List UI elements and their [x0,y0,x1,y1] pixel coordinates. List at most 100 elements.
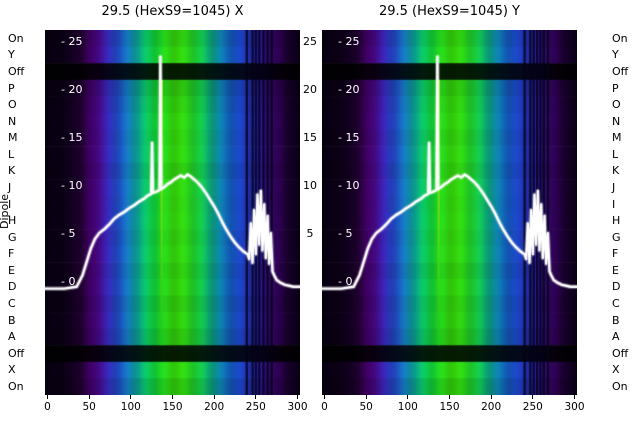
y-tick-label-inner: - 5 [61,227,76,240]
row-label: X [8,363,16,377]
y-tick-label-between: 25 [303,35,317,49]
x-tick-mark [490,395,492,399]
x-tick-mark [449,395,450,399]
row-label: F [612,247,619,261]
x-tick-mark [574,395,575,399]
y-tick-label-inner: - 0 [61,274,76,288]
y-tick-label-inner: - 10 [61,179,83,193]
y-tick-label-inner: - 10 [338,179,360,193]
y-tick-label-inner: - 20 [61,83,83,97]
row-label: On [8,31,24,45]
row-label: I [8,197,12,211]
y-tick-label-inner: - 15 [61,131,83,145]
row-label: O [8,98,17,112]
y-tick-label-between: 10 [303,179,317,193]
row-label: Off [8,64,25,78]
y-tick-label-inner: - 15 [338,131,360,145]
row-label: A [612,330,620,344]
x-tick-label: 300 [564,401,585,413]
row-label: B [8,313,16,327]
y-tick-label-between: 5 [306,227,314,240]
x-tick-mark [255,395,257,399]
row-label: N [612,114,621,128]
y-tick-label-inner: - 5 [338,227,353,240]
row-label: D [8,280,17,294]
y-tick-label-inner: - 20 [338,83,360,97]
x-tick-mark [47,395,48,399]
plot-y: 29.5 (HexS9=1045) Y - 25 - 20 - 15 - 10 - 5 -… [321,4,584,412]
plot-x: 29.5 (HexS9=1045) X - 25 - 20 - 15 - 10 - 5 -… [44,4,307,412]
x-tick-label: 300 [287,401,308,413]
row-label: K [612,164,620,178]
row-label: B [612,313,620,327]
x-tick-mark [172,395,173,399]
x-tick-label: 150 [439,401,460,413]
row-label: On [612,31,628,45]
x-tick-label: 100 [397,401,418,413]
y-tick-label-between: 15 [303,131,317,145]
x-tick-label: 150 [162,401,183,413]
row-label: M [8,131,18,145]
row-labels-right: On Y Off P O N M L K J I H G F E D C B A Off X On [612,30,638,395]
heatmap-canvas-x [45,30,300,395]
x-tick-label: 200 [481,401,502,413]
x-tick-mark [88,395,90,399]
x-tick-label: 250 [522,401,543,413]
y-tick-label-inner: - 0 [338,274,353,288]
row-label: J [612,180,616,194]
x-tick-mark [365,395,367,399]
row-label: P [612,81,619,95]
x-tick-mark [297,395,298,399]
x-tick-mark [407,395,409,399]
x-tick-label: 50 [82,401,96,413]
row-label: G [612,230,621,244]
row-label: H [612,214,621,228]
x-tick-mark [532,395,534,399]
x-tick-mark [130,395,132,399]
row-label: G [8,230,17,244]
x-axis-y: 0 50 100 150 200 250 300 [321,395,585,425]
row-label: L [612,147,619,161]
row-label: P [8,81,15,95]
row-label: E [8,263,15,277]
row-label: J [8,180,12,194]
row-label: K [8,164,16,178]
x-tick-label: 0 [321,401,328,413]
row-label: M [612,131,622,145]
row-label: L [8,147,15,161]
row-labels-left: On Y Off P O N M L K J I H G F E D C B A Off X On [8,30,34,395]
row-label: Y [612,48,619,62]
row-label: D [612,280,621,294]
row-label: F [8,247,15,261]
row-label: Off [8,346,25,360]
row-label: X [612,363,620,377]
row-label: Off [612,64,629,78]
row-label: Y [8,48,15,62]
row-label: Off [612,346,629,360]
y-tick-label-between: 20 [303,83,317,97]
x-tick-mark [324,395,325,399]
plot-title-x: 29.5 (HexS9=1045) X [101,4,244,19]
row-label: C [612,297,620,311]
row-label: C [8,297,16,311]
row-label: E [612,263,619,277]
y-tick-labels-between: 25 20 15 10 5 [298,30,322,395]
plot-title-y: 29.5 (HexS9=1045) Y [378,4,521,19]
heatmap-canvas-y [322,30,577,395]
x-tick-mark [213,395,215,399]
y-tick-label-inner: - 25 [61,35,83,49]
x-tick-label: 100 [120,401,141,413]
row-label: H [8,214,17,228]
row-label: I [612,197,616,211]
row-label: On [8,379,24,393]
x-axis-x: 0 50 100 150 200 250 300 [44,395,308,425]
x-tick-label: 50 [359,401,373,413]
y-tick-label-inner: - 25 [338,35,360,49]
row-label: N [8,114,17,128]
row-label: On [612,379,628,393]
row-label: O [612,98,621,112]
x-tick-label: 0 [44,401,51,413]
x-tick-label: 200 [204,401,225,413]
x-tick-label: 250 [245,401,266,413]
